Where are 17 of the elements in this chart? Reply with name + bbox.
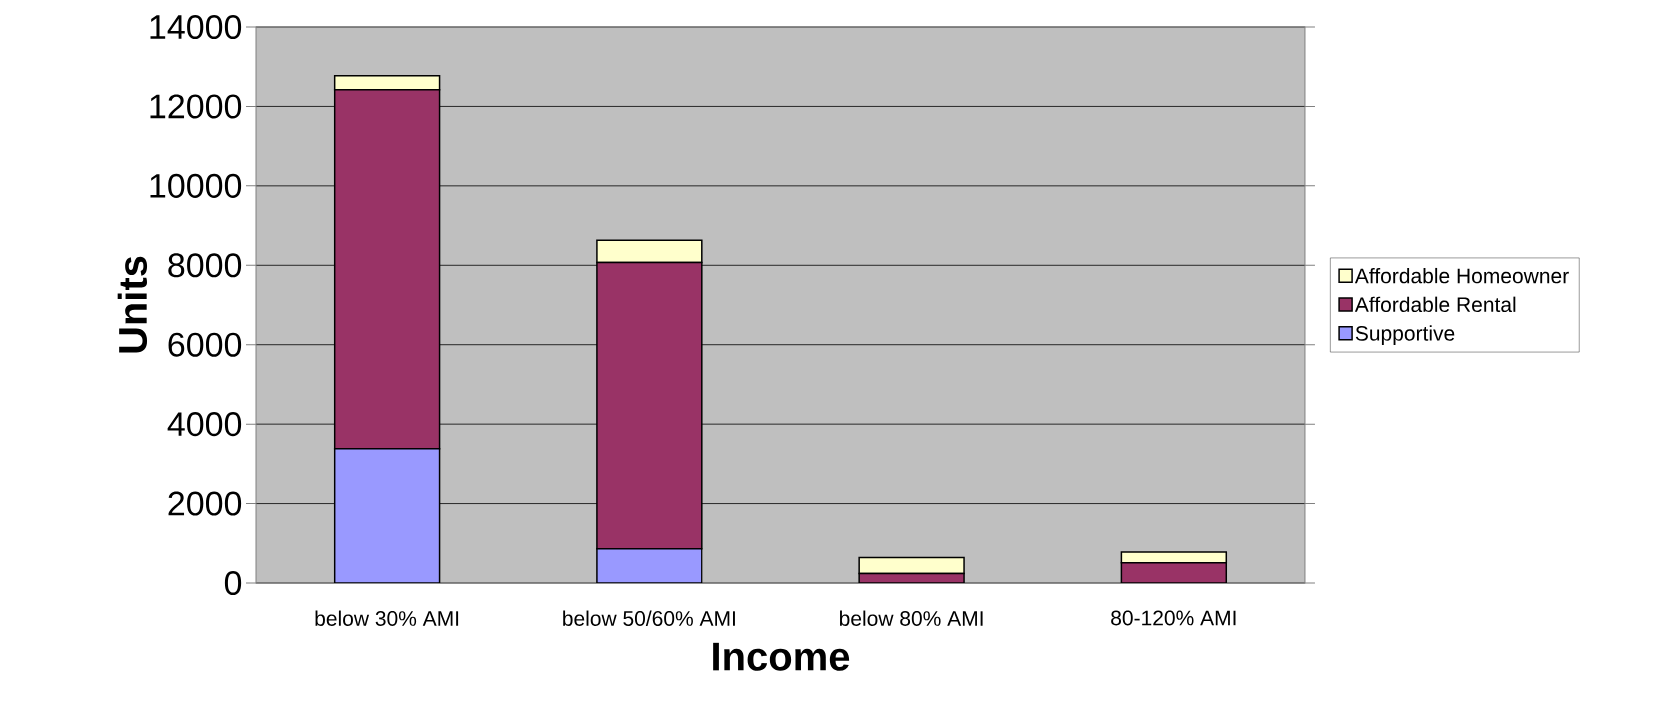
y-tick-label: 0 bbox=[224, 570, 242, 596]
x-tick-label: below 50/60% AMI bbox=[563, 610, 735, 626]
x-tick-label: 80-120% AMI bbox=[1111, 610, 1236, 626]
legend-label: Supportive bbox=[1355, 325, 1455, 345]
x-axis-title: Income bbox=[713, 642, 850, 671]
y-tick-label: 14000 bbox=[150, 14, 242, 40]
y-axis-title: Units bbox=[117, 256, 148, 353]
x-tick-label: below 30% AMI bbox=[315, 610, 459, 626]
legend-label: Affordable Rental bbox=[1354, 296, 1516, 313]
y-tick-label: 12000 bbox=[150, 94, 242, 119]
y-tick-label: 8000 bbox=[168, 253, 242, 278]
legend-label: Affordable Homeowner bbox=[1354, 267, 1569, 284]
y-tick-label: 10000 bbox=[150, 173, 242, 198]
y-tick-label: 6000 bbox=[168, 332, 242, 357]
y-tick-label: 2000 bbox=[168, 491, 242, 516]
y-tick-label: 4000 bbox=[167, 412, 242, 437]
x-tick-label: below 80% AMI bbox=[840, 610, 983, 626]
